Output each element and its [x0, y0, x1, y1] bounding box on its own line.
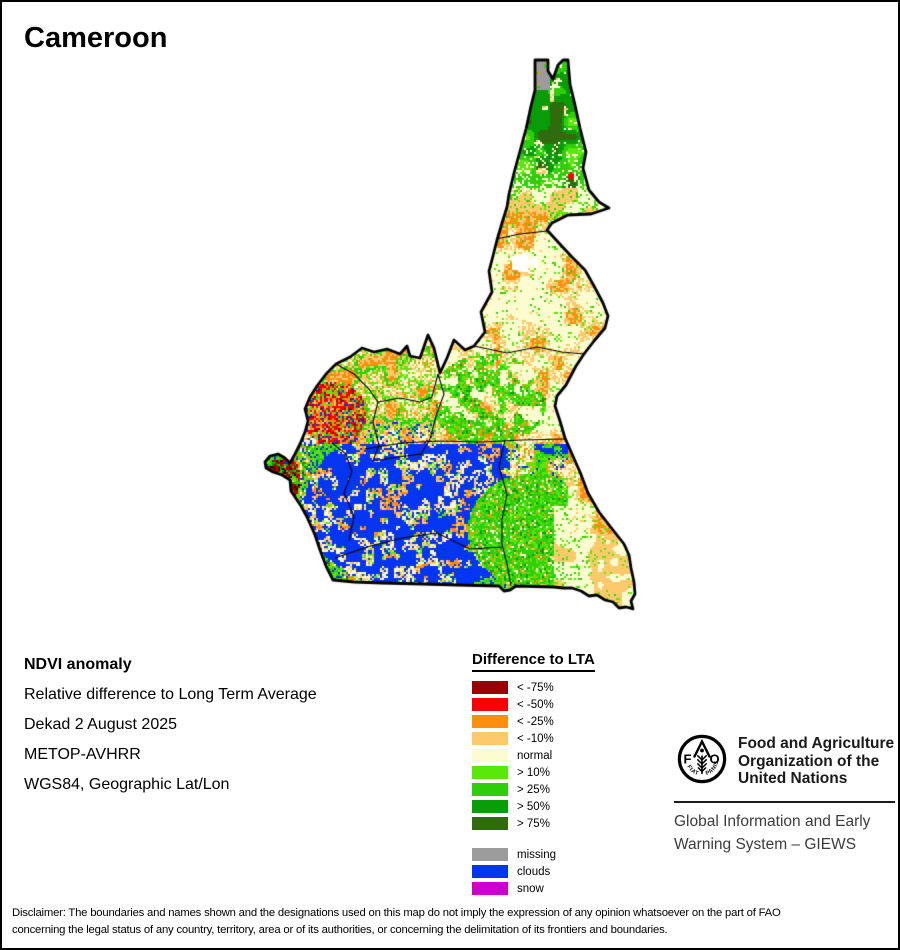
legend-row: > 50%	[472, 798, 595, 815]
info-line-sensor: METOP-AVHRR	[24, 746, 141, 763]
legend-swatch	[472, 865, 508, 878]
legend-label: normal	[517, 749, 553, 762]
legend-row: < -75%	[472, 679, 595, 696]
svg-text:F: F	[684, 752, 692, 767]
map-info-block: NDVI anomaly Relative difference to Long…	[24, 654, 317, 804]
legend: Difference to LTA < -75% < -50% < -25% < -1…	[472, 651, 595, 897]
legend-swatch	[472, 882, 508, 895]
legend-swatch	[472, 749, 508, 762]
fao-name-line1: Food and Agriculture	[738, 735, 895, 752]
footer-divider	[674, 801, 895, 803]
legend-label: < -10%	[517, 732, 554, 745]
legend-row: > 25%	[472, 781, 595, 798]
legend-row: < -10%	[472, 730, 595, 747]
fao-name: Food and Agriculture Organization of the…	[738, 735, 894, 788]
giews-line1: Global Information and Early	[674, 813, 871, 830]
fao-name-line3: United Nations	[738, 770, 848, 787]
legend-row: > 10%	[472, 764, 595, 781]
legend-extra-items: missing clouds snow	[472, 846, 595, 897]
legend-label: < -25%	[517, 715, 554, 728]
legend-swatch	[472, 681, 508, 694]
legend-label: missing	[517, 848, 556, 861]
legend-row: > 75%	[472, 815, 595, 832]
info-line-projection: WGS84, Geographic Lat/Lon	[24, 776, 230, 793]
disclaimer-line1: Disclaimer: The boundaries and names sho…	[12, 907, 781, 919]
legend-label: > 10%	[517, 766, 550, 779]
legend-swatch	[472, 848, 508, 861]
legend-label: > 50%	[517, 800, 550, 813]
info-heading: NDVI anomaly	[24, 656, 132, 673]
cameroon-ndvi-anomaly-map	[252, 52, 652, 622]
fao-logo-icon: F O FIAT PANIS	[677, 734, 727, 784]
legend-label: clouds	[517, 865, 551, 878]
legend-swatch	[472, 732, 508, 745]
legend-swatch	[472, 698, 508, 711]
giews-line2: Warning System – GIEWS	[674, 836, 857, 853]
legend-row: < -50%	[472, 696, 595, 713]
fao-name-line2: Organization of the	[738, 752, 880, 770]
info-line-product: Relative difference to Long Term Average	[24, 686, 317, 703]
disclaimer-line2: concerning the legal status of any count…	[12, 924, 668, 936]
legend-row: missing	[472, 846, 595, 863]
svg-text:O: O	[710, 752, 720, 767]
legend-swatch	[472, 783, 508, 796]
disclaimer-text: Disclaimer: The boundaries and names sho…	[12, 905, 884, 939]
legend-row: snow	[472, 880, 595, 897]
info-line-dekad: Dekad 2 August 2025	[24, 716, 178, 733]
legend-row: clouds	[472, 863, 595, 880]
legend-swatch	[472, 766, 508, 779]
legend-label: snow	[517, 882, 544, 895]
legend-row: normal	[472, 747, 595, 764]
legend-title: Difference to LTA	[472, 651, 595, 672]
legend-items: < -75% < -50% < -25% < -10% normal > 10% > 25%…	[472, 679, 595, 832]
legend-label: > 25%	[517, 783, 550, 796]
legend-label: < -50%	[517, 698, 554, 711]
page-title: Cameroon	[24, 22, 168, 54]
legend-swatch	[472, 800, 508, 813]
legend-swatch	[472, 817, 508, 830]
legend-row: < -25%	[472, 713, 595, 730]
legend-label: > 75%	[517, 817, 550, 830]
legend-swatch	[472, 715, 508, 728]
legend-label: < -75%	[517, 681, 554, 694]
giews-label: Global Information and Early Warning Sys…	[674, 810, 870, 856]
